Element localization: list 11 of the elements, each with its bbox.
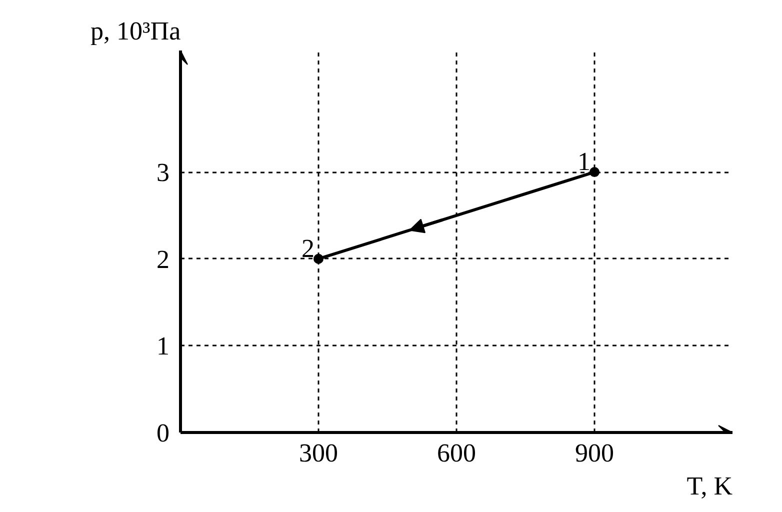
annotation: 2 <box>302 234 314 263</box>
x-axis-title: T, K <box>686 472 733 500</box>
x-tick-label: 300 <box>299 438 338 468</box>
y-tick-label: 3 <box>156 158 170 188</box>
x-tick-label: 900 <box>575 438 614 468</box>
y-tick-label: 2 <box>156 244 170 274</box>
y-axis-title: p, 10³Па <box>90 16 182 46</box>
annotation: 1 <box>578 147 590 176</box>
x-tick-label: 600 <box>437 438 476 468</box>
y-tick-label: 0 <box>156 418 170 448</box>
y-tick-label: 1 <box>156 332 170 361</box>
